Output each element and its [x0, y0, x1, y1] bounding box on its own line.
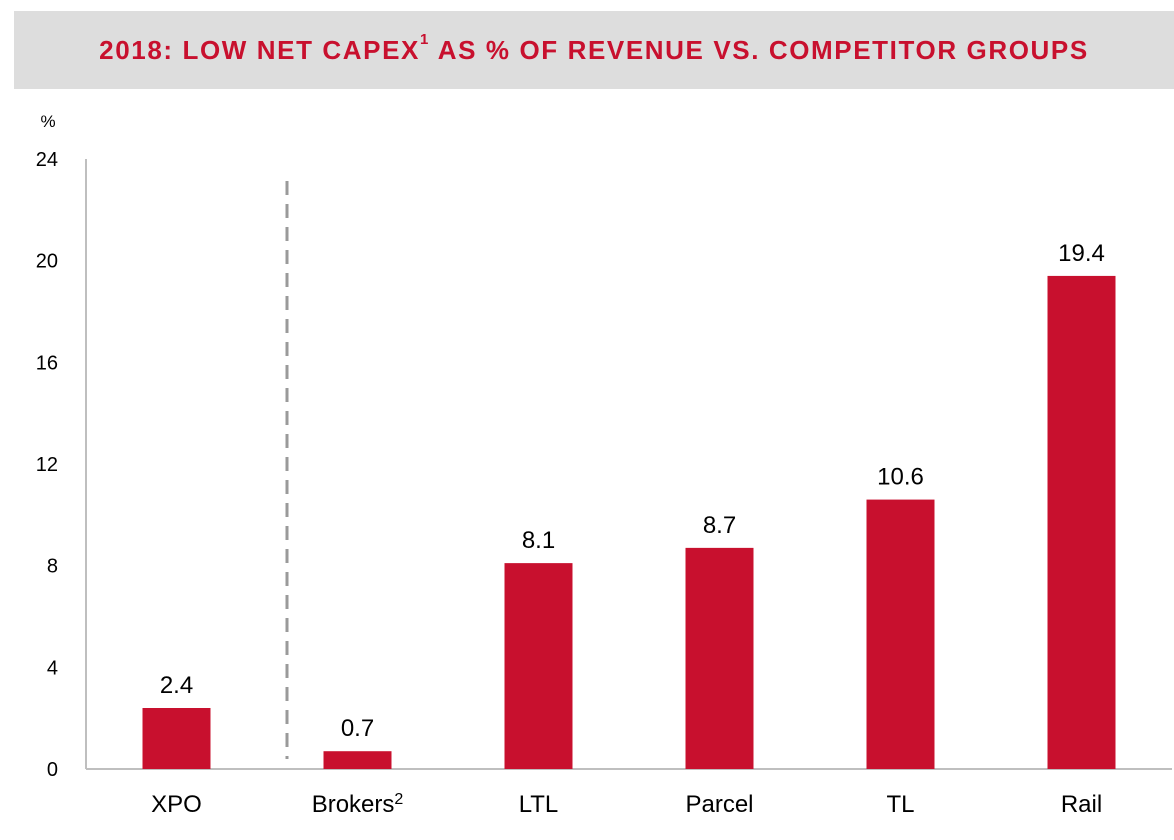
bar — [323, 751, 392, 769]
bar — [142, 708, 211, 769]
data-label: 10.6 — [877, 464, 924, 491]
data-label: 19.4 — [1058, 240, 1105, 267]
x-tick-label: Rail — [1061, 791, 1102, 818]
bar — [866, 499, 935, 769]
x-tick-label: Parcel — [685, 791, 753, 818]
title-rest: AS % OF REVENUE VS. COMPETITOR GROUPS — [429, 34, 1089, 65]
title-footnote-marker: 1 — [419, 30, 430, 48]
y-tick-label: 0 — [47, 759, 58, 781]
y-tick-label: 24 — [36, 149, 58, 171]
y-tick-label: 4 — [47, 657, 58, 679]
data-label: 8.7 — [703, 512, 736, 539]
y-axis-unit-label: % — [40, 112, 55, 131]
x-tick-label: Brokers2 — [312, 791, 404, 819]
y-tick-label: 12 — [36, 454, 58, 476]
x-tick-footnote-marker: 2 — [394, 791, 403, 808]
chart-title: 2018: LOW NET CAPEX1 AS % OF REVENUE VS.… — [99, 31, 1089, 66]
title-banner: 2018: LOW NET CAPEX1 AS % OF REVENUE VS.… — [14, 11, 1174, 89]
x-tick-label: TL — [886, 791, 914, 818]
title-main: 2018: LOW NET CAPEX — [99, 34, 420, 65]
y-tick-label: 20 — [36, 251, 58, 273]
y-tick-label: 16 — [36, 352, 58, 374]
x-tick-label: LTL — [519, 791, 559, 818]
bar — [504, 563, 573, 769]
data-label: 2.4 — [160, 672, 193, 699]
x-tick-label: XPO — [151, 791, 202, 818]
data-label: 8.1 — [522, 527, 555, 554]
bar — [1047, 275, 1116, 769]
y-tick-label: 8 — [47, 556, 58, 578]
bar — [685, 547, 754, 769]
data-label: 0.7 — [341, 715, 374, 742]
